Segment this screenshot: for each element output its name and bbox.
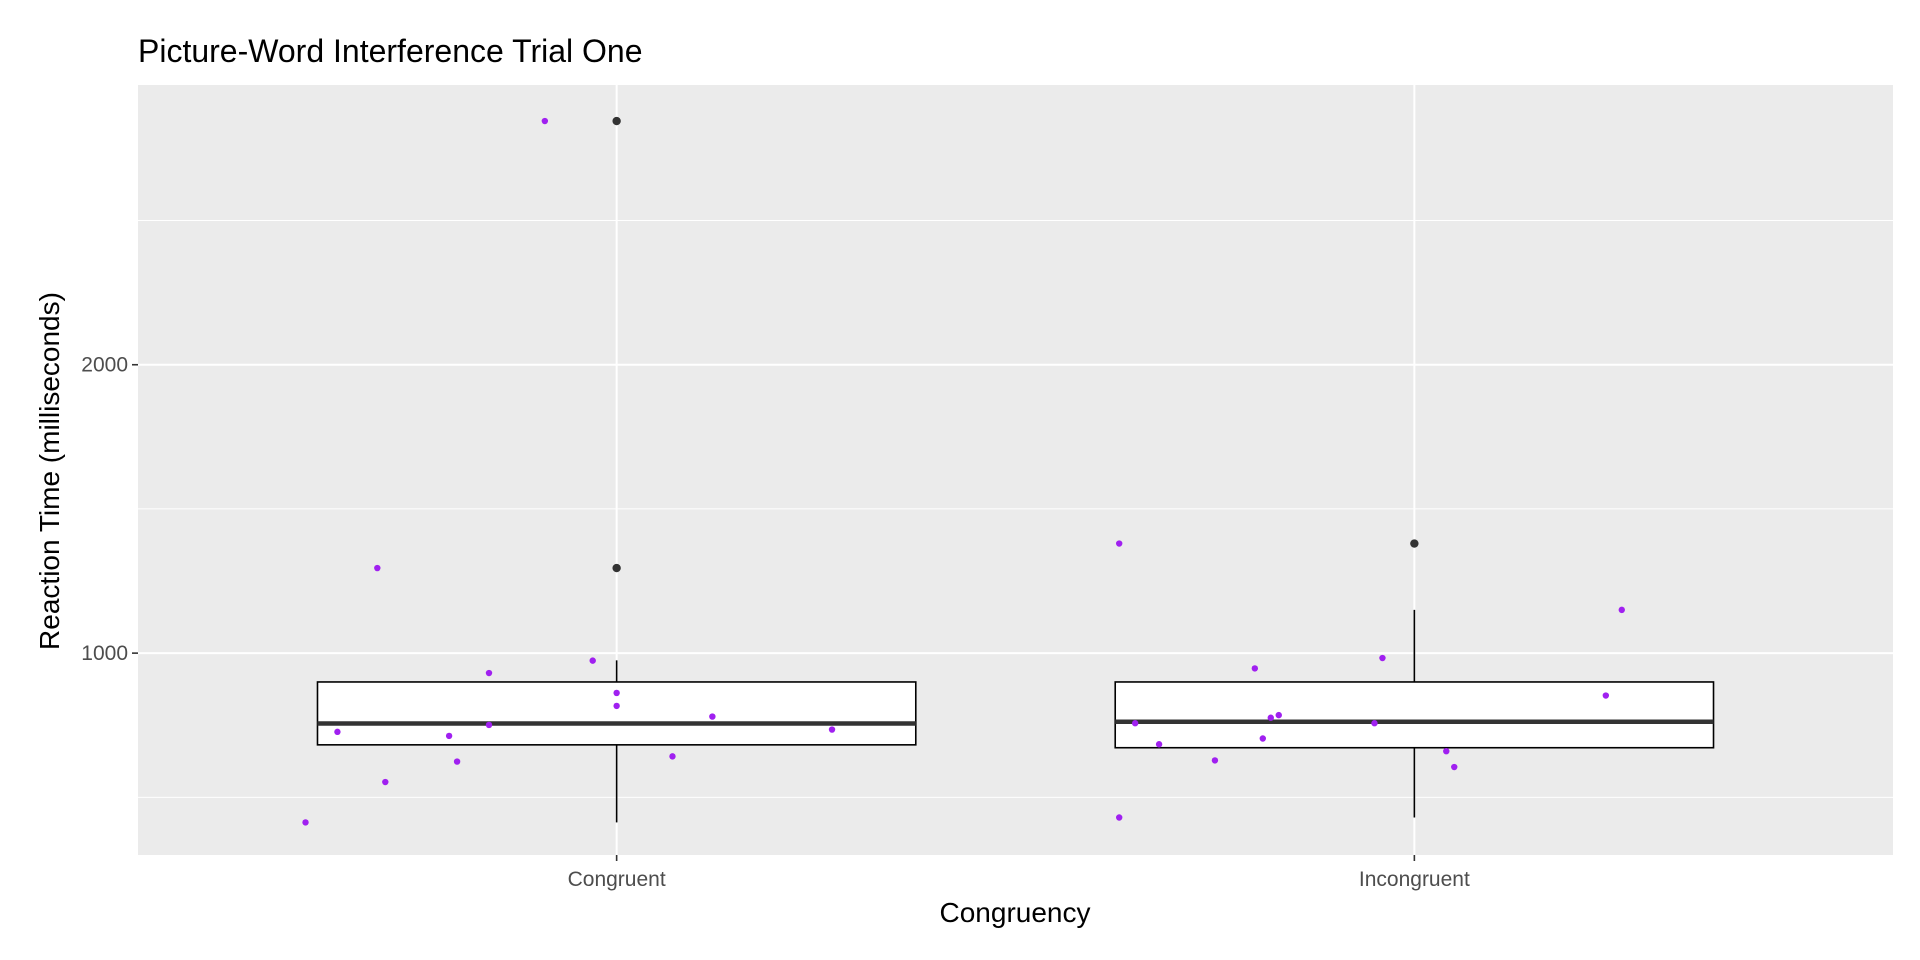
outlier-point [612,563,621,573]
data-point [1251,665,1259,672]
data-point [589,657,596,664]
data-point [1211,757,1219,764]
data-point [302,819,309,826]
outlier-point [1410,539,1419,548]
data-point [1116,540,1123,547]
box-incongruent [1114,539,1715,818]
y-tick-label: 1000 [81,642,128,665]
axis-labels: 1000 2000 Congruent Incongruent [81,354,1470,891]
x-axis-title: Congruency [940,897,1091,928]
chart-title: Picture-Word Interference Trial One [138,33,643,69]
data-point [1443,747,1450,755]
data-point [1155,741,1163,748]
data-point [613,689,620,697]
data-point [334,728,341,736]
data-point [382,778,389,786]
data-point [1267,714,1274,721]
data-point [1259,735,1266,742]
data-point [485,669,493,677]
data-point [445,732,453,740]
data-point [1602,692,1610,699]
outlier-point [612,116,621,126]
data-point [1116,814,1123,821]
x-tick-label: Congruent [568,868,666,891]
data-point [1618,606,1625,614]
data-point [828,726,836,733]
data-point [1131,720,1139,727]
data-point [1451,763,1458,771]
data-point [1275,711,1282,719]
data-point [374,564,381,572]
data-point [453,758,461,765]
x-tick-label: Incongruent [1359,868,1470,891]
data-point [1379,654,1386,662]
y-axis-title: Reaction Time (milliseconds) [34,292,65,650]
box-iqr [1114,681,1715,749]
y-tick-label: 2000 [81,354,128,377]
jitter-points [302,117,1625,826]
data-point [1371,720,1378,727]
data-point [541,117,549,125]
data-point [485,721,493,729]
data-point [709,713,716,720]
data-point [669,753,676,760]
data-point [613,702,620,710]
